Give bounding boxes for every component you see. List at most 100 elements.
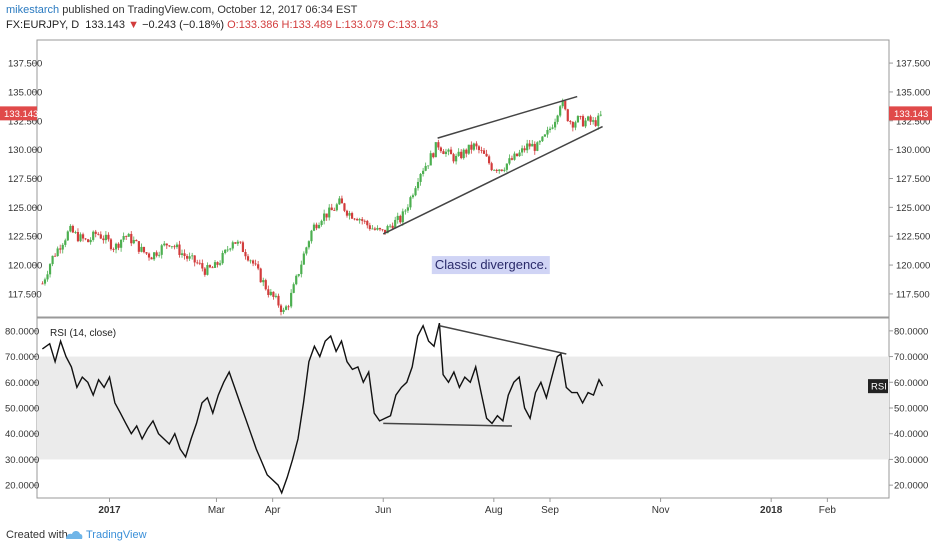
candle-up — [297, 274, 300, 276]
last-price-badge-left — [0, 106, 37, 121]
candle-up — [406, 207, 409, 211]
annotation-box[interactable] — [431, 256, 550, 275]
ohlc-open: O:133.386 — [227, 19, 279, 31]
candle-down — [475, 143, 478, 147]
candle-down — [87, 239, 90, 243]
chart-canvas[interactable]: 137.500 137.500 135.000 135.000 132.500 132.5… — [0, 0, 932, 522]
trendline-lower — [382, 125, 603, 235]
candle-up — [541, 136, 544, 142]
candle-up — [536, 142, 539, 151]
candle-up — [429, 153, 432, 166]
candle-down — [381, 229, 384, 231]
candle-down — [325, 213, 328, 218]
candle-down — [470, 144, 473, 150]
candle-up — [394, 219, 397, 229]
last-price-labels: 133.143 133.143 — [0, 106, 932, 121]
candle-up — [51, 255, 54, 265]
candle-up — [160, 245, 163, 255]
candle-down — [155, 252, 158, 256]
candle-up — [358, 219, 361, 221]
price-tick-label-left: 117.500 — [8, 289, 42, 300]
candle-up — [526, 143, 529, 151]
candle-up — [206, 265, 209, 275]
candle-up — [175, 244, 179, 248]
rsi-trendlines[interactable] — [383, 324, 567, 427]
candle-up — [551, 127, 554, 129]
rsi-tick-label-right: 80.0000 — [894, 326, 928, 337]
rsi-legend: RSI (14, close) — [50, 328, 116, 339]
candle-down — [465, 149, 468, 154]
down-arrow-icon: ▼ — [128, 19, 139, 31]
candle-down — [168, 245, 171, 247]
price-tick-label-right: 135.000 — [896, 87, 930, 98]
tradingview-brand-link[interactable]: TradingView — [86, 529, 147, 541]
price-axis: 137.500 137.500 135.000 135.000 132.500 132.5… — [8, 59, 930, 301]
candles — [41, 98, 602, 316]
candle-up — [419, 173, 422, 182]
candle-up — [548, 128, 552, 130]
candle-up — [505, 163, 508, 170]
candle-down — [97, 233, 100, 235]
price-tick-label-left: 122.500 — [8, 232, 42, 243]
rsi-tick-label-right: 50.0000 — [894, 404, 928, 415]
candle-down — [125, 236, 128, 237]
candle-up — [218, 263, 222, 265]
symbol-line: FX:EURJPY, D 133.143 ▼ −0.243 (−0.18%) O… — [6, 19, 438, 31]
candle-up — [310, 230, 313, 242]
candle-up — [503, 169, 506, 171]
candle-up — [127, 233, 130, 237]
candle-down — [490, 163, 493, 171]
candle-down — [515, 153, 519, 157]
candle-down — [239, 241, 242, 243]
rsi-tick-label-left: 80.0000 — [5, 326, 39, 337]
candle-up — [472, 143, 475, 150]
candle-up — [180, 253, 184, 255]
candle-up — [411, 195, 415, 198]
rsi-tick-label-right: 70.0000 — [894, 352, 928, 363]
rsi-tick-label-left: 60.0000 — [5, 378, 39, 389]
candle-down — [437, 142, 440, 148]
candle-down — [54, 255, 57, 257]
candle-down — [41, 283, 44, 285]
author-link[interactable]: mikestarch — [6, 4, 60, 16]
candle-down — [147, 253, 151, 258]
candle-up — [546, 129, 549, 135]
candle-down — [449, 149, 453, 155]
rsi-line — [41, 322, 604, 495]
candle-up — [409, 197, 412, 208]
rsi-tick-label-left: 30.0000 — [5, 455, 39, 466]
candle-down — [432, 153, 435, 158]
trendline-rsi-lower — [383, 422, 512, 427]
candle-up — [89, 239, 92, 243]
candle-up — [338, 198, 341, 205]
candle-down — [196, 262, 199, 264]
candle-down — [279, 305, 283, 312]
candle-up — [64, 240, 67, 245]
candle-down — [343, 203, 346, 211]
candle-down — [356, 219, 359, 221]
candle-up — [543, 134, 547, 137]
candle-up — [556, 115, 559, 122]
candle-down — [460, 151, 463, 159]
price-change: −0.243 (−0.18%) — [142, 19, 225, 31]
candle-down — [173, 246, 176, 248]
annotation-text: Classic divergence. — [435, 257, 548, 272]
candle-up — [389, 225, 392, 227]
candle-up — [274, 295, 278, 297]
candle-up — [586, 116, 590, 121]
candle-down — [264, 280, 267, 290]
candle-up — [191, 255, 194, 257]
candle-down — [216, 262, 219, 265]
candle-up — [300, 264, 303, 275]
candle-down — [477, 146, 481, 151]
candle-up — [574, 122, 577, 128]
candle-down — [254, 263, 257, 265]
candle-down — [315, 224, 318, 229]
created-with-text: Created with — [6, 529, 68, 541]
candle-up — [386, 225, 389, 234]
candle-up — [188, 256, 191, 259]
candle-down — [71, 225, 74, 233]
candle-up — [120, 239, 123, 248]
candle-up — [561, 100, 564, 107]
price-trendlines[interactable] — [382, 95, 603, 235]
